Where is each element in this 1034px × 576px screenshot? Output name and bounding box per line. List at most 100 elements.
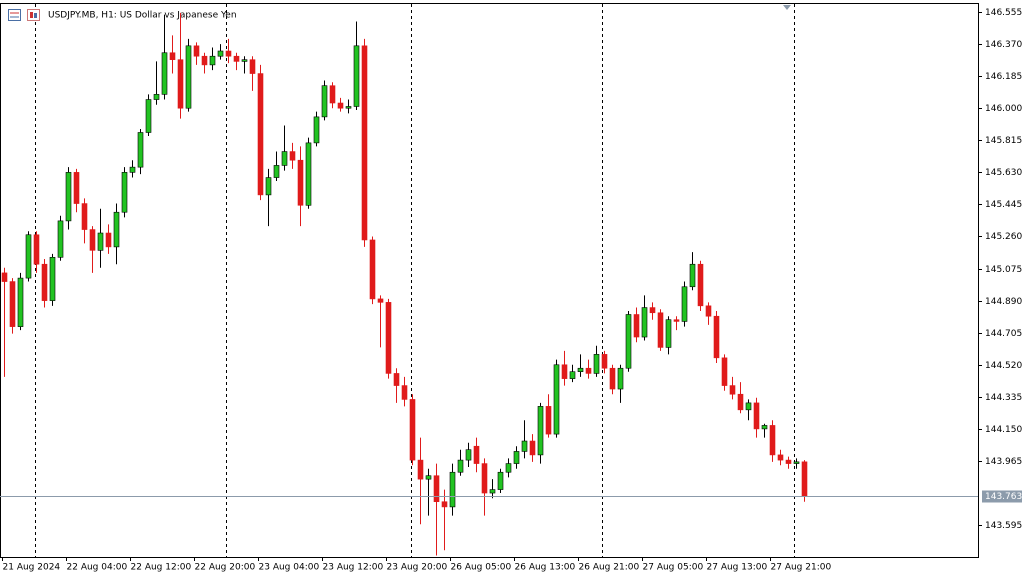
candle-body (145, 99, 152, 133)
candle-body (353, 45, 360, 107)
candle-body (545, 406, 552, 435)
y-tick-label: 143.595 (985, 521, 1022, 531)
candle-body (417, 459, 424, 480)
candle-body (665, 319, 672, 348)
candle-body (169, 52, 176, 60)
candle-body (585, 367, 592, 374)
candle-body (441, 501, 448, 508)
candle-body (769, 425, 776, 456)
candle-body (9, 281, 16, 327)
candle-body (593, 354, 600, 374)
y-tick-label: 144.520 (985, 361, 1022, 371)
candle-body (217, 50, 224, 57)
candle-body (425, 475, 432, 480)
candle-body (697, 263, 704, 307)
candle-body (273, 165, 280, 178)
y-tick-label: 143.965 (985, 457, 1022, 467)
candle-body (521, 440, 528, 452)
x-tick-label: 21 Aug 2024 (3, 563, 61, 573)
candle-body (473, 445, 480, 464)
candle-body (793, 461, 800, 464)
y-tick-label: 146.000 (985, 104, 1022, 114)
candle-body (625, 314, 632, 369)
icon-bar (34, 13, 37, 18)
candle-body (233, 55, 240, 62)
candle-body (65, 172, 72, 222)
candle-body (529, 440, 536, 456)
x-tick-label: 26 Aug 05:00 (451, 563, 512, 573)
candle-body (633, 314, 640, 338)
candle-body (577, 367, 584, 372)
chart-title: USDJPY.MB, H1: US Dollar vs Japanese Yen (48, 11, 237, 21)
candle-body (489, 489, 496, 494)
candle-body (801, 461, 808, 497)
candle-body (41, 263, 48, 301)
candle-body (465, 449, 472, 461)
x-tick-label: 26 Aug 21:00 (579, 563, 640, 573)
toolbar-icons (8, 9, 40, 21)
y-tick-label: 144.335 (985, 393, 1022, 403)
candle-body (129, 166, 136, 173)
candle-body (209, 55, 216, 66)
candle-body (297, 159, 304, 206)
candle-body (185, 45, 192, 109)
candle-body (225, 50, 232, 57)
candle-body (97, 232, 104, 251)
candle-body (385, 302, 392, 374)
y-tick-label: 145.260 (985, 232, 1022, 242)
icon (8, 9, 21, 21)
candle-body (505, 463, 512, 473)
candle-body (193, 45, 200, 57)
y-tick-label: 144.890 (985, 297, 1022, 307)
period-separators (35, 4, 795, 557)
x-tick-label: 23 Aug 20:00 (387, 563, 448, 573)
x-tick-label: 23 Aug 04:00 (259, 563, 320, 573)
x-tick-label: 27 Aug 05:00 (643, 563, 704, 573)
candle-body (249, 59, 256, 74)
candle-body (57, 220, 64, 258)
plot-frame (0, 3, 979, 558)
candles (1, 12, 808, 556)
candle-body (641, 307, 648, 338)
current-price-box (982, 490, 1022, 503)
candle-body (137, 132, 144, 168)
candle-body (497, 471, 504, 490)
current-price-label: 143.763 (985, 492, 1022, 502)
x-tick-label: 27 Aug 13:00 (707, 563, 768, 573)
candle-body (177, 59, 184, 109)
candle-body (409, 399, 416, 461)
candle-body (33, 234, 40, 265)
candle-body (1, 272, 8, 282)
candle-body (153, 94, 160, 100)
candle-body (121, 172, 128, 213)
candle-body (401, 385, 408, 400)
y-tick-label: 145.630 (985, 168, 1022, 178)
candle-body (601, 354, 608, 369)
icon (27, 9, 40, 21)
candle-body (457, 459, 464, 473)
y-tick-label: 146.185 (985, 72, 1022, 82)
candle-body (201, 55, 208, 66)
candle-body (513, 451, 520, 464)
candle-body (561, 364, 568, 379)
x-tick-label: 27 Aug 21:00 (771, 563, 832, 573)
candle-body (721, 357, 728, 386)
candle-body (761, 425, 768, 430)
candle-body (377, 298, 384, 303)
candle-body (81, 203, 88, 230)
y-tick-label: 144.150 (985, 425, 1022, 435)
candle-body (449, 471, 456, 508)
candle-body (25, 234, 32, 279)
x-tick-label: 22 Aug 12:00 (131, 563, 192, 573)
candle-body (537, 406, 544, 456)
candle-body (753, 402, 760, 430)
candle-body (729, 385, 736, 395)
candle-body (265, 177, 272, 196)
candle-body (369, 239, 376, 300)
candle-body (321, 85, 328, 118)
candle-body (105, 232, 112, 248)
candle-body (657, 312, 664, 348)
candle-body (553, 364, 560, 435)
candle-body (673, 319, 680, 322)
icon-bar (30, 12, 33, 18)
